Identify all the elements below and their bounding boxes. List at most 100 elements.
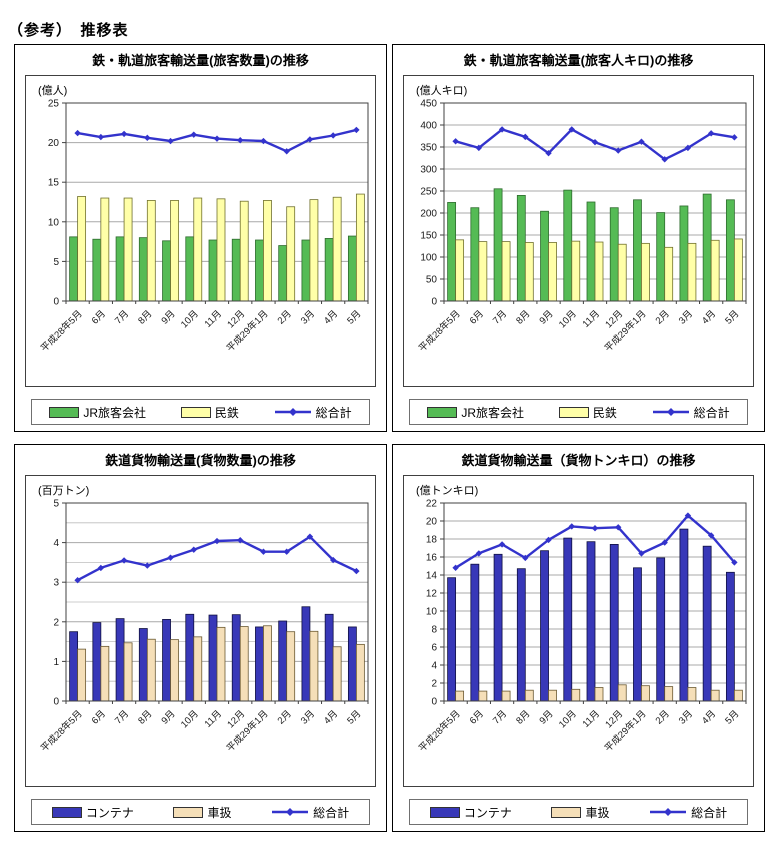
x-axis-label: 5月 <box>345 308 363 326</box>
bar-JR旅客会社 <box>162 240 171 301</box>
bar-民鉄 <box>571 240 581 301</box>
bar-コンテナ <box>278 620 288 701</box>
x-axis-label: 10月 <box>179 708 201 730</box>
bar-民鉄 <box>733 238 743 301</box>
bar-民鉄 <box>216 198 226 301</box>
plot-border <box>65 102 369 302</box>
bar-車扱 <box>594 686 604 701</box>
line-marker <box>353 126 360 133</box>
line-marker <box>283 147 290 155</box>
y-tick-label: 25 <box>48 98 60 109</box>
x-axis-label: 5月 <box>723 708 741 726</box>
legend-swatch-icon <box>427 406 458 418</box>
y-tick-label: 16 <box>426 552 438 563</box>
legend-swatch-icon <box>173 806 204 818</box>
line-marker <box>329 131 337 139</box>
bar-JR旅客会社 <box>656 211 666 301</box>
bar-車扱 <box>664 685 674 701</box>
x-axis-label: 3月 <box>677 708 695 726</box>
x-axis-label: 平成29年1月 <box>602 307 649 354</box>
bar-車扱 <box>286 630 296 701</box>
legend: コンテナ 車扱 総合計 <box>31 799 370 825</box>
y-tick-label: 5 <box>53 256 59 267</box>
bar-コンテナ <box>586 540 596 701</box>
x-axis-label: 平成29年1月 <box>602 707 649 754</box>
x-axis-label: 2月 <box>276 708 294 726</box>
y-tick-label: 200 <box>420 208 437 219</box>
x-axis-label: 9月 <box>537 308 555 326</box>
bar-JR旅客会社 <box>69 236 79 301</box>
x-axis-label: 4月 <box>700 708 718 726</box>
x-axis-label: 6月 <box>90 708 108 726</box>
x-axis-label: 4月 <box>322 708 340 726</box>
line-marker <box>591 524 599 531</box>
bar-JR旅客会社 <box>679 205 689 301</box>
bar-車扱 <box>617 683 627 701</box>
legend-label: 車扱 <box>585 805 610 820</box>
bar-JR旅客会社 <box>115 236 125 301</box>
line-marker <box>475 549 483 557</box>
legend-label: 車扱 <box>207 805 232 820</box>
bar-JR旅客会社 <box>563 189 573 301</box>
y-tick-label: 22 <box>426 498 438 509</box>
legend-swatch-icon <box>180 406 211 418</box>
x-axis-label: 6月 <box>468 708 486 726</box>
bar-JR旅客会社 <box>231 238 241 301</box>
plot-area: 0 50 100 150 200 250 300 350 400 450 平成28年5月 6月 7月 8月… <box>416 98 747 354</box>
bar-JR旅客会社 <box>185 236 195 301</box>
bar-JR旅客会社 <box>208 239 218 301</box>
bar-民鉄 <box>548 241 557 301</box>
legend-label: JR旅客会社 <box>83 405 147 420</box>
x-axis-label: 11月 <box>581 708 602 729</box>
bar-車扱 <box>309 630 319 701</box>
y-tick-label: 10 <box>426 606 438 617</box>
legend: JR旅客会社 民鉄 総合計 <box>31 399 370 425</box>
bar-JR旅客会社 <box>586 201 596 301</box>
y-axis-unit-label: (億人) <box>38 84 68 97</box>
legend-label: 民鉄 <box>214 405 239 420</box>
x-axis-label: 7月 <box>491 308 509 326</box>
bar-車扱 <box>123 641 133 701</box>
line-marker <box>638 138 645 145</box>
bar-JR旅客会社 <box>516 194 526 301</box>
line-marker <box>144 561 151 569</box>
bar-JR旅客会社 <box>301 239 311 301</box>
bar-コンテナ <box>516 567 526 701</box>
bar-民鉄 <box>455 239 465 301</box>
legend-swatch-icon <box>551 806 582 818</box>
y-tick-label: 3 <box>53 577 59 588</box>
x-axis-label: 4月 <box>700 308 718 326</box>
bar-コンテナ <box>447 576 457 701</box>
chart-title: 鉄・軌道旅客輸送量(旅客人キロ)の推移 <box>463 53 694 68</box>
y-tick-label: 15 <box>48 177 60 188</box>
line-marker <box>97 133 105 140</box>
line-marker <box>306 135 314 143</box>
bar-コンテナ <box>115 617 125 701</box>
bar-車扱 <box>524 689 534 701</box>
plot-border <box>443 502 747 702</box>
bar-民鉄 <box>687 242 697 301</box>
legend-label: JR旅客会社 <box>461 405 525 420</box>
legend-item-2: 総合計 <box>652 404 730 421</box>
bar-車扱 <box>455 690 465 701</box>
legend-item-0: コンテナ <box>429 804 512 821</box>
x-axis-label: 8月 <box>514 708 532 726</box>
bar-コンテナ <box>301 605 311 701</box>
x-axis-label: 6月 <box>90 308 108 326</box>
chart-rail-passenger-km: 鉄・軌道旅客輸送量(旅客人キロ)の推移 (億人キロ) 0 50 100 150 200 2… <box>392 44 765 432</box>
plot-frame: (億トンキロ) 0 2 4 6 8 10 12 14 16 18 20 22 平成28年5月 6月 7月 8月… <box>403 474 754 787</box>
chart-title: 鉄道貨物輸送量(貨物数量)の推移 <box>105 453 296 468</box>
bar-民鉄 <box>617 243 627 301</box>
bar-民鉄 <box>193 197 203 301</box>
x-axis-label: 平成28年5月 <box>38 307 85 354</box>
y-tick-label: 4 <box>53 538 59 549</box>
bar-車扱 <box>355 643 365 701</box>
bar-車扱 <box>571 688 581 701</box>
line-marker <box>591 138 599 145</box>
bar-コンテナ <box>679 528 689 701</box>
x-axis-label: 3月 <box>299 708 317 726</box>
x-axis-label: 平成28年5月 <box>38 707 85 754</box>
x-axis-label: 7月 <box>113 308 131 326</box>
bar-コンテナ <box>255 626 264 701</box>
